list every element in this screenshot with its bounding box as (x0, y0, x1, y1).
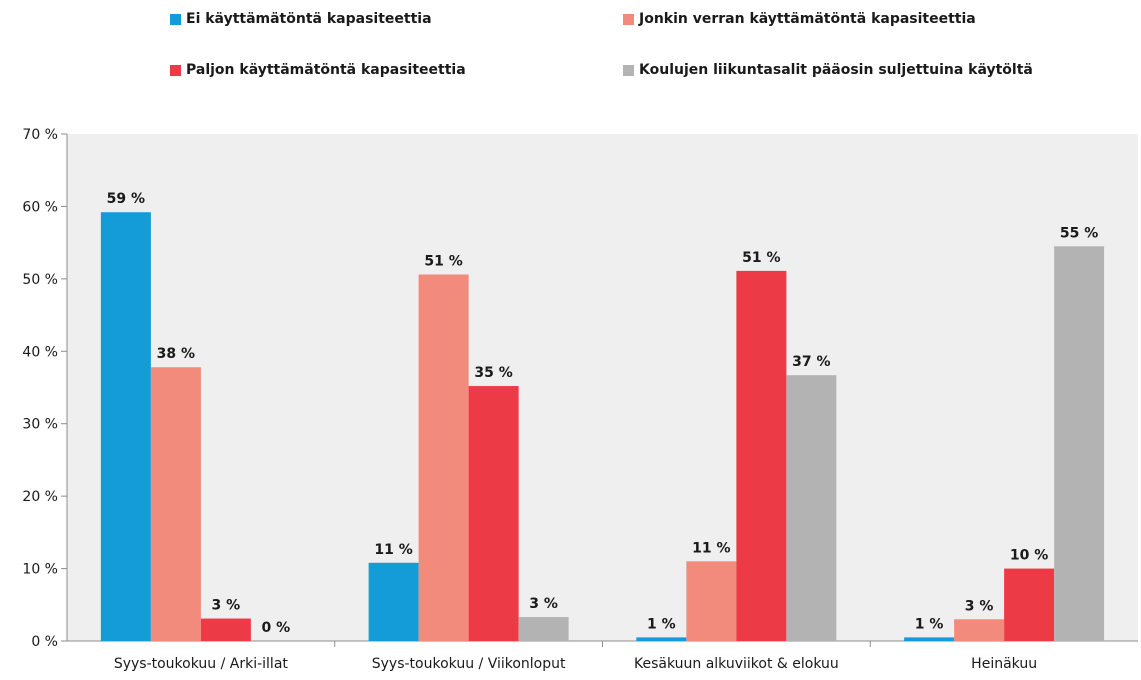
legend-swatch-series-2 (623, 13, 634, 25)
data-label-4-series-4: 55 % (1060, 225, 1098, 241)
bar-2-series-3 (468, 386, 519, 641)
data-label-1-series-4: 0 % (262, 620, 291, 636)
bar-3-series-3 (736, 270, 787, 641)
y-tick-label-70: 70 % (22, 127, 58, 143)
legend-label-series-1: Ei käyttämätöntä kapasiteettia (186, 11, 432, 27)
bar-1-series-3 (200, 618, 251, 641)
bar-2-series-1 (368, 562, 419, 641)
data-label-1-series-1: 59 % (107, 191, 145, 207)
bar-2-series-2 (418, 274, 469, 641)
legend-swatch-series-3 (170, 64, 181, 76)
legend-swatch-series-1 (170, 13, 181, 25)
legend-entry-series-4: Koulujen liikuntasalit pääosin suljettui… (623, 62, 1033, 78)
category-label-3: Kesäkuun alkuviikot & elokuu (634, 656, 839, 672)
legend-label-series-3: Paljon käyttämätöntä kapasiteettia (186, 62, 466, 78)
y-tick-label-20: 20 % (22, 489, 58, 505)
bar-1-series-2 (150, 367, 201, 641)
legend-label-series-4: Koulujen liikuntasalit pääosin suljettui… (639, 62, 1033, 78)
data-label-2-series-2: 51 % (424, 254, 462, 270)
bar-3-series-1 (636, 637, 687, 641)
bar-4-series-3 (1004, 568, 1055, 641)
data-label-2-series-3: 35 % (474, 365, 512, 381)
chart-legend: Ei käyttämätöntä kapasiteettia Jonkin ve… (0, 0, 1141, 90)
data-label-4-series-1: 1 % (915, 616, 944, 632)
data-label-1-series-3: 3 % (212, 598, 241, 614)
data-label-4-series-2: 3 % (965, 598, 994, 614)
y-tick-label-10: 10 % (22, 562, 58, 578)
data-label-2-series-1: 11 % (374, 542, 412, 558)
data-label-3-series-4: 37 % (792, 354, 830, 370)
bar-2-series-4 (518, 617, 569, 641)
bar-4-series-2 (954, 619, 1005, 641)
y-tick-label-40: 40 % (22, 344, 58, 360)
legend-entry-series-1: Ei käyttämätöntä kapasiteettia (170, 11, 432, 27)
data-label-3-series-3: 51 % (742, 250, 780, 266)
bar-4-series-4 (1054, 246, 1105, 641)
legend-label-series-2: Jonkin verran käyttämätöntä kapasiteetti… (639, 11, 976, 27)
legend-entry-series-2: Jonkin verran käyttämätöntä kapasiteetti… (623, 11, 976, 27)
category-label-2: Syys-toukokuu / Viikonloput (372, 656, 566, 672)
data-label-2-series-4: 3 % (529, 596, 558, 612)
data-label-3-series-1: 1 % (647, 616, 676, 632)
bar-4-series-1 (904, 637, 955, 641)
legend-swatch-series-4 (623, 64, 634, 76)
category-label-1: Syys-toukokuu / Arki-illat (114, 656, 289, 672)
y-tick-label-50: 50 % (22, 272, 58, 288)
bar-1-series-1 (100, 212, 151, 642)
y-tick-label-0: 0 % (31, 634, 58, 650)
bar-3-series-4 (786, 375, 837, 641)
plot-area (67, 134, 1138, 641)
data-label-3-series-2: 11 % (692, 540, 730, 556)
data-label-4-series-3: 10 % (1010, 548, 1048, 564)
y-tick-label-30: 30 % (22, 417, 58, 433)
bar-3-series-2 (686, 561, 737, 641)
y-tick-label-60: 60 % (22, 199, 58, 215)
data-label-1-series-2: 38 % (157, 346, 195, 362)
category-label-4: Heinäkuu (971, 656, 1037, 672)
legend-entry-series-3: Paljon käyttämätöntä kapasiteettia (170, 62, 466, 78)
